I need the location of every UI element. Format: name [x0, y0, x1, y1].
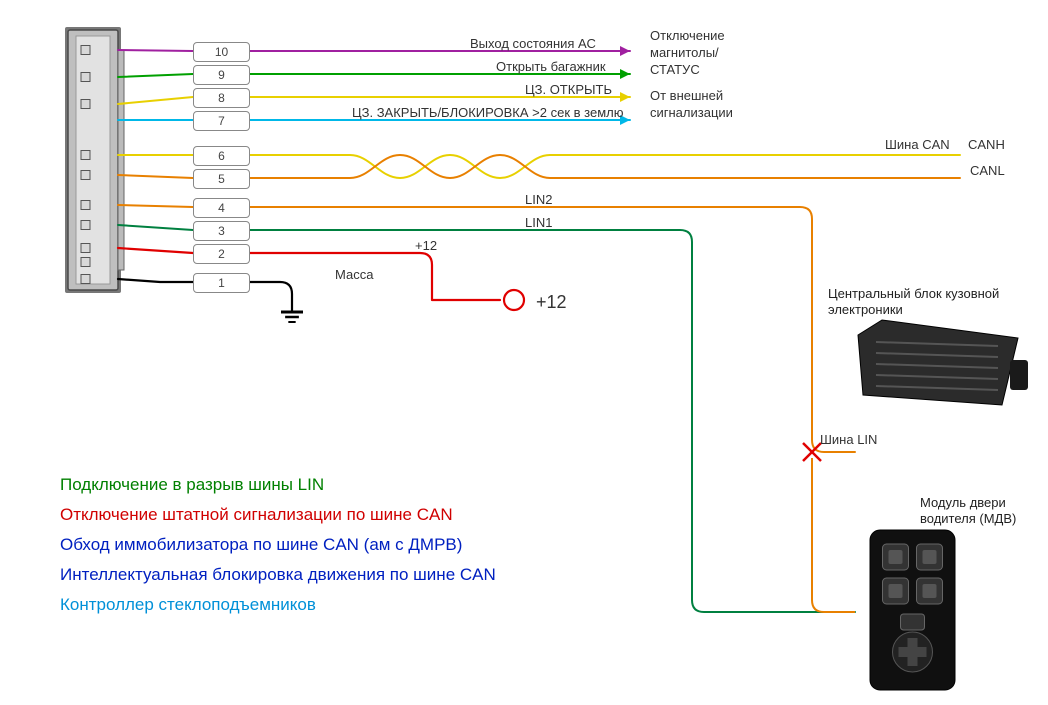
side-annotation-1: От внешнейсигнализации: [650, 88, 733, 122]
label-lin1: LIN1: [525, 215, 552, 230]
label2-can_l: CANL: [970, 163, 1005, 178]
label2-can_h: CANH: [968, 137, 1005, 152]
lin-bus-label: Шина LIN: [820, 432, 877, 447]
label-pin8: ЦЗ. ОТКРЫТЬ: [525, 82, 612, 97]
pin-8: 8: [193, 88, 250, 108]
label-ground: Масса: [335, 267, 373, 282]
label-plus12: +12: [415, 238, 437, 253]
pin-4: 4: [193, 198, 250, 218]
note-0: Подключение в разрыв шины LIN: [60, 475, 324, 495]
pin-1: 1: [193, 273, 250, 293]
module-label-door: Модуль двериводителя (МДВ): [920, 495, 1016, 528]
note-1: Отключение штатной сигнализации по шине …: [60, 505, 453, 525]
plus12-text: +12: [536, 292, 567, 313]
label-pin10: Выход состояния АС: [470, 36, 596, 51]
side-annotation-0: Отключениемагнитолы/СТАТУС: [650, 28, 725, 79]
pin-7: 7: [193, 111, 250, 131]
pin-6: 6: [193, 146, 250, 166]
label-can_h: Шина CAN: [885, 137, 950, 152]
label-lin2: LIN2: [525, 192, 552, 207]
pin-2: 2: [193, 244, 250, 264]
pin-10: 10: [193, 42, 250, 62]
note-4: Контроллер стеклоподъемников: [60, 595, 316, 615]
note-2: Обход иммобилизатора по шине CAN (ам с Д…: [60, 535, 462, 555]
note-3: Интеллектуальная блокировка движения по …: [60, 565, 496, 585]
module-label-bcm: Центральный блок кузовнойэлектроники: [828, 286, 999, 319]
pin-9: 9: [193, 65, 250, 85]
pin-5: 5: [193, 169, 250, 189]
label-pin9: Открыть багажник: [496, 59, 606, 74]
pin-3: 3: [193, 221, 250, 241]
label-pin7: ЦЗ. ЗАКРЫТЬ/БЛОКИРОВКА >2 сек в землю: [352, 105, 623, 120]
